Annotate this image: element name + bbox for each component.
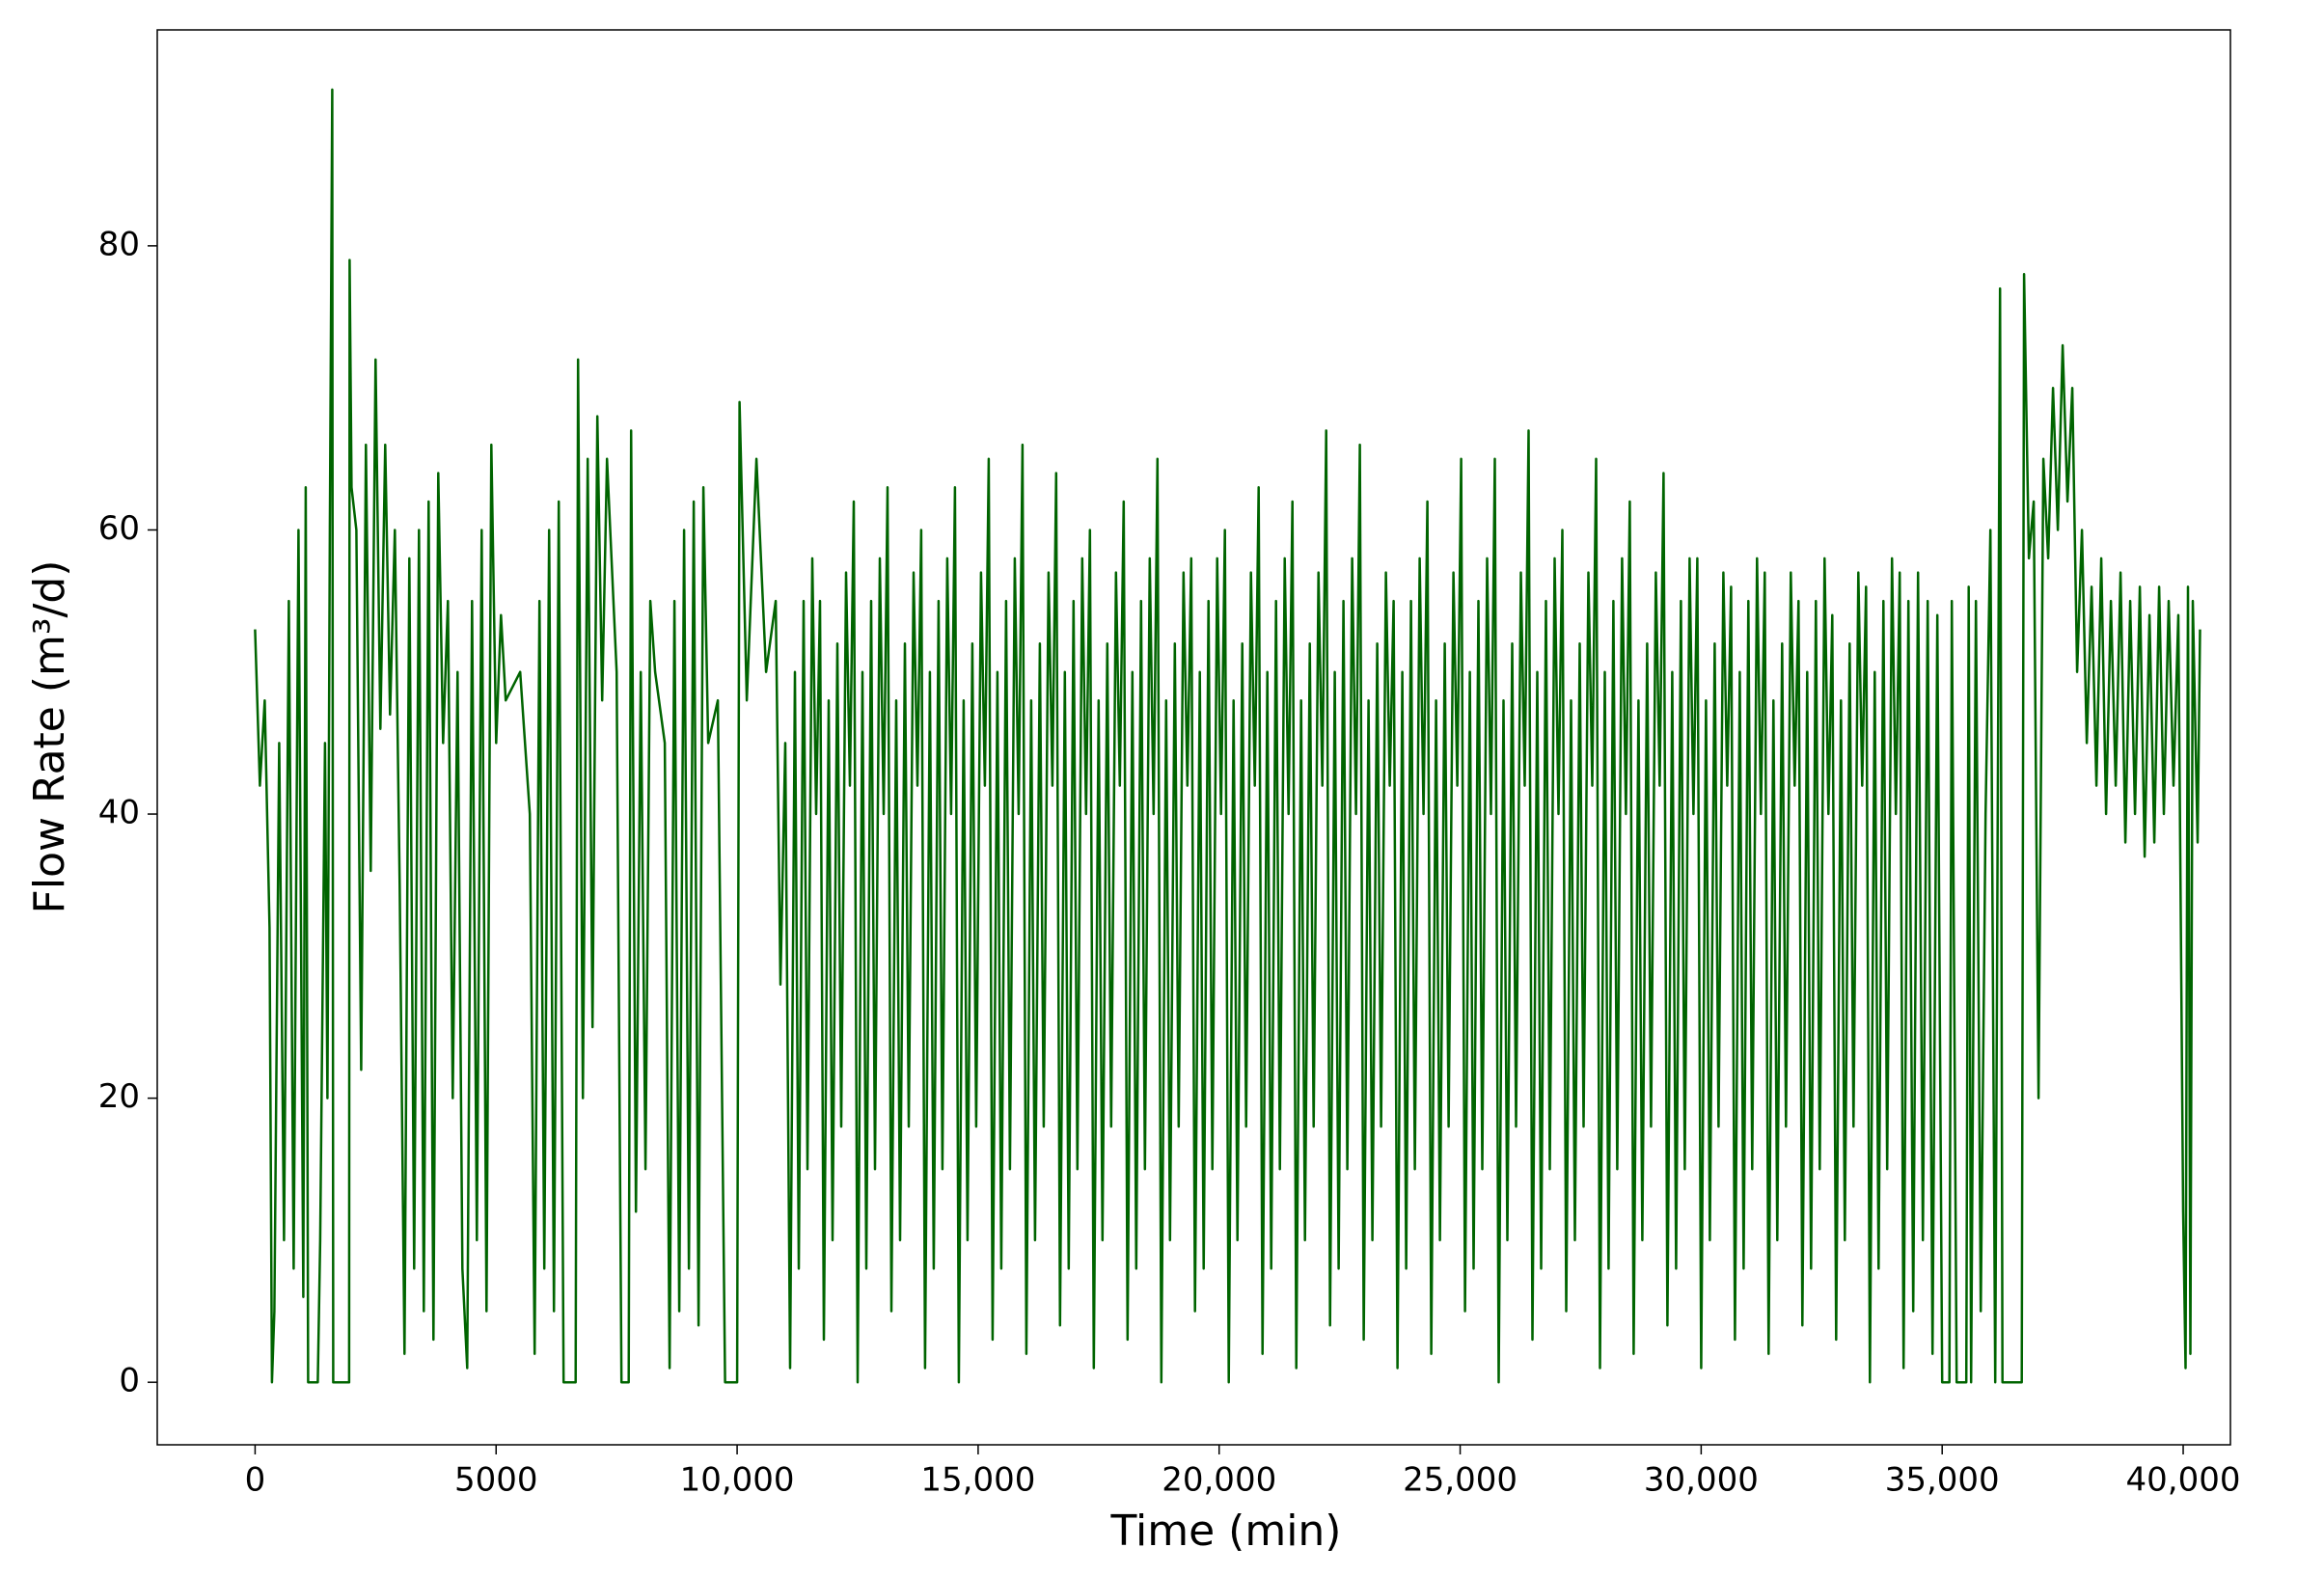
data-line xyxy=(254,88,2201,1384)
y-tick-label: 80 xyxy=(98,225,140,263)
x-tick-label: 40,000 xyxy=(2126,1461,2241,1500)
x-tick-label: 0 xyxy=(245,1461,266,1500)
x-tick-label: 20,000 xyxy=(1162,1461,1276,1500)
y-tick-label: 40 xyxy=(98,794,140,832)
y-tick-label: 20 xyxy=(98,1077,140,1116)
x-tick-label: 30,000 xyxy=(1644,1461,1759,1500)
x-tick-label: 10,000 xyxy=(680,1461,795,1500)
x-tick-label: 35,000 xyxy=(1885,1461,2000,1500)
x-axis-label: Time (min) xyxy=(1110,1507,1342,1556)
x-tick-label: 5000 xyxy=(454,1461,538,1500)
x-tick-label: 15,000 xyxy=(920,1461,1035,1500)
y-tick-label: 0 xyxy=(119,1362,140,1400)
plot-frame xyxy=(156,29,2231,1446)
y-tick-label: 60 xyxy=(98,509,140,548)
x-tick-label: 25,000 xyxy=(1403,1461,1517,1500)
y-axis-label: Flow Rate (m³/d) xyxy=(25,560,74,914)
